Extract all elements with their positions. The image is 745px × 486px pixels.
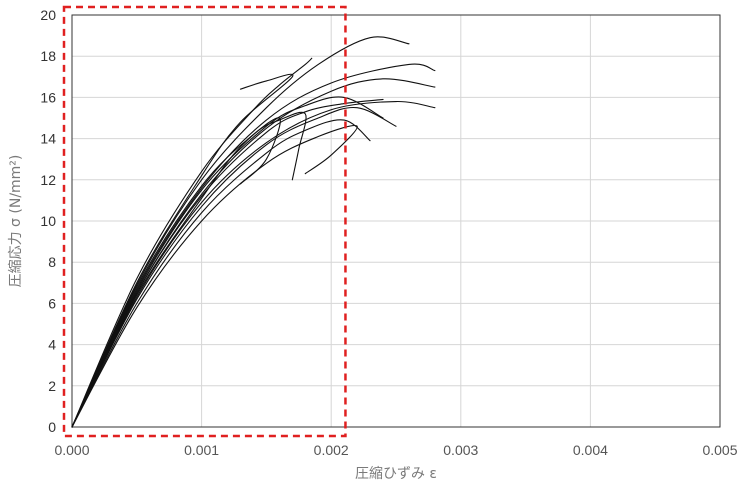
x-tick-label: 0.005 (702, 442, 737, 458)
x-tick-labels: 0.000 0.001 0.002 0.003 0.004 0.005 (54, 442, 737, 458)
series-line-1 (71, 57, 313, 428)
x-tick-label: 0.001 (184, 442, 219, 458)
y-tick-label: 10 (40, 213, 56, 229)
x-tick-label: 0.000 (54, 442, 89, 458)
y-axis-title: 圧縮応力 σ (N/mm²) (8, 155, 24, 288)
y-tick-label: 12 (40, 172, 56, 188)
x-tick-label: 0.002 (314, 442, 349, 458)
x-axis-title: 圧縮ひずみ ε (355, 466, 437, 482)
series-line-3 (71, 63, 436, 428)
highlight-region-box (62, 5, 347, 438)
y-tick-label: 6 (48, 295, 56, 311)
y-tick-label: 14 (40, 131, 56, 147)
series-line-7 (71, 106, 397, 428)
y-tick-label: 18 (40, 48, 56, 64)
y-tick-label: 0 (48, 419, 56, 435)
series-line-12 (71, 73, 294, 428)
series-line-10 (71, 117, 281, 428)
series-line-2 (71, 36, 410, 428)
y-tick-label: 8 (48, 254, 56, 270)
x-tick-label: 0.003 (443, 442, 478, 458)
series-line-6 (71, 100, 436, 428)
series-line-8 (71, 119, 371, 428)
y-tick-labels: 0 2 4 6 8 10 12 14 16 18 20 (40, 7, 56, 435)
series-line-5 (71, 96, 384, 428)
x-tick-label: 0.004 (573, 442, 608, 458)
plot-area-frame (71, 14, 721, 428)
y-tick-label: 16 (40, 89, 56, 105)
y-tick-label: 20 (40, 7, 56, 23)
y-tick-label: 2 (48, 378, 56, 394)
series-layer (71, 36, 436, 428)
series-line-11 (71, 124, 358, 428)
y-tick-label: 4 (48, 337, 56, 353)
series-line-13 (71, 98, 384, 428)
